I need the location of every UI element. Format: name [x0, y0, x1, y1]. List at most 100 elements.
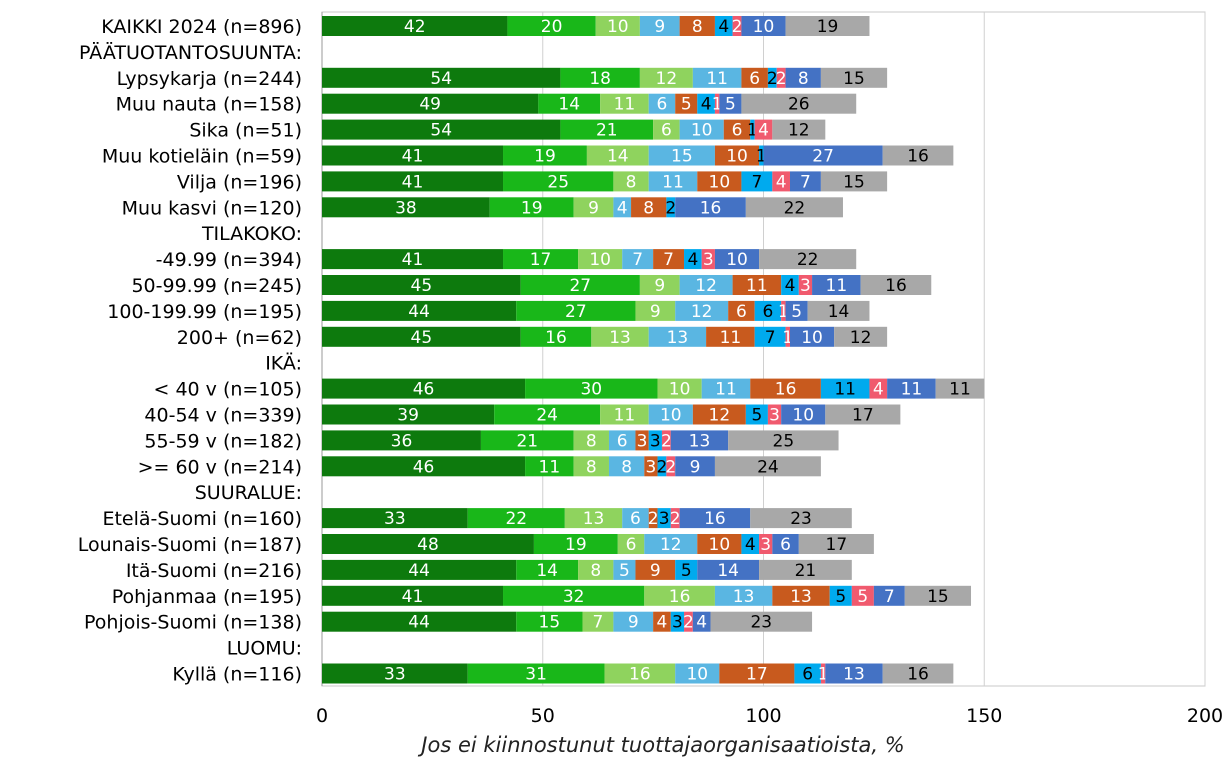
category-label: Pohjois-Suomi (n=138) [84, 612, 302, 634]
data-label: 11 [539, 457, 561, 477]
bar-segment [573, 430, 609, 451]
bar-segment [666, 197, 676, 218]
data-label: 3 [646, 457, 657, 477]
bar-segment [622, 508, 649, 529]
bar-segment [904, 585, 972, 606]
data-label: 31 [525, 665, 547, 685]
bar-segment [322, 404, 495, 425]
data-label: 10 [726, 147, 748, 167]
bar-segment [794, 663, 821, 684]
bar-segment [785, 326, 790, 347]
data-label: 16 [775, 380, 797, 400]
bar-segment [679, 275, 733, 295]
bar-segment [807, 300, 870, 321]
bar-segment [767, 67, 777, 88]
bar-segment [882, 663, 954, 684]
bar-segment [675, 456, 715, 477]
category-label: Itä-Suomi (n=216) [126, 560, 302, 582]
data-label: 12 [709, 406, 731, 426]
bar-segment [516, 611, 583, 632]
data-label: 48 [417, 535, 439, 555]
data-label: 4 [785, 276, 796, 296]
bar-segment [653, 611, 671, 632]
bar-segment [692, 611, 711, 632]
bar-segment [573, 197, 614, 218]
bar-segment [785, 16, 870, 36]
data-label: 20 [541, 17, 563, 37]
bar-segment [322, 119, 561, 140]
data-label: 7 [663, 250, 674, 270]
bar-segment [525, 456, 574, 477]
bar-segment [644, 585, 715, 606]
data-label: 5 [681, 561, 692, 581]
bar-segment [692, 404, 746, 425]
data-label: 4 [696, 613, 707, 633]
x-tick-labels: 0 50 100 150 200 [316, 705, 1223, 727]
bar-segment [516, 300, 636, 321]
bar-segment [798, 534, 874, 554]
bar-segment [613, 171, 649, 192]
data-label: 4 [718, 17, 729, 37]
bar-segment [648, 145, 715, 166]
data-label: 4 [617, 198, 628, 218]
bar-segment [560, 67, 640, 88]
data-label: 8 [590, 561, 601, 581]
data-label: 6 [780, 535, 791, 555]
category-label: Sika (n=51) [189, 120, 302, 142]
data-label: 54 [430, 121, 452, 141]
category-labels: KAIKKI 2024 (n=896) PÄÄTUOTANTOSUUNTA: Lyp… [78, 16, 302, 686]
data-label: 6 [617, 431, 628, 451]
bar-segment [750, 119, 755, 140]
data-label: 7 [751, 172, 762, 192]
bar-segment [322, 275, 521, 295]
data-label: 7 [632, 250, 643, 270]
data-label: 44 [408, 561, 430, 581]
data-label: 44 [408, 302, 430, 322]
data-label: 8 [692, 17, 703, 37]
data-label: 33 [384, 665, 406, 685]
bar-segment [697, 559, 760, 580]
bar-segment [520, 326, 592, 347]
data-label: 8 [643, 198, 654, 218]
data-label: 41 [402, 172, 424, 192]
bar-segment [503, 145, 587, 166]
data-label: 16 [907, 665, 929, 685]
bar-segment [675, 300, 729, 321]
data-label: 10 [726, 250, 748, 270]
data-label: 8 [798, 69, 809, 89]
data-label: 12 [788, 121, 810, 141]
data-label: 2 [657, 457, 668, 477]
bar-segment [591, 326, 649, 347]
data-label: 13 [733, 587, 755, 607]
category-label: LUOMU: [227, 638, 302, 660]
data-label: 5 [751, 406, 762, 426]
bar-segment [798, 275, 813, 295]
data-label: 11 [826, 276, 848, 296]
category-label: 100-199.99 (n=195) [107, 301, 302, 323]
bar-segment [701, 378, 751, 399]
bar-segment [617, 534, 645, 554]
data-label: 6 [657, 95, 668, 115]
bar-segment [723, 119, 751, 140]
bar-segment [763, 145, 883, 166]
data-label: 12 [660, 535, 682, 555]
data-label: 22 [797, 250, 819, 270]
bar-segment [480, 430, 574, 451]
category-label: KAIKKI 2024 (n=896) [101, 16, 302, 38]
data-label: 13 [583, 509, 605, 529]
data-label: 9 [654, 17, 665, 37]
bar-segment [648, 326, 707, 347]
data-label: 12 [695, 276, 717, 296]
bar-segment [467, 663, 605, 684]
data-label: 12 [656, 69, 678, 89]
bar-segment [728, 300, 755, 321]
data-label: 15 [671, 147, 693, 167]
bar-segment [635, 300, 676, 321]
data-label: 15 [539, 613, 561, 633]
data-label: 1 [818, 665, 829, 685]
bar-segment [732, 275, 782, 295]
bar-segment [586, 145, 649, 166]
data-label: 36 [391, 431, 413, 451]
data-label: 41 [402, 147, 424, 167]
